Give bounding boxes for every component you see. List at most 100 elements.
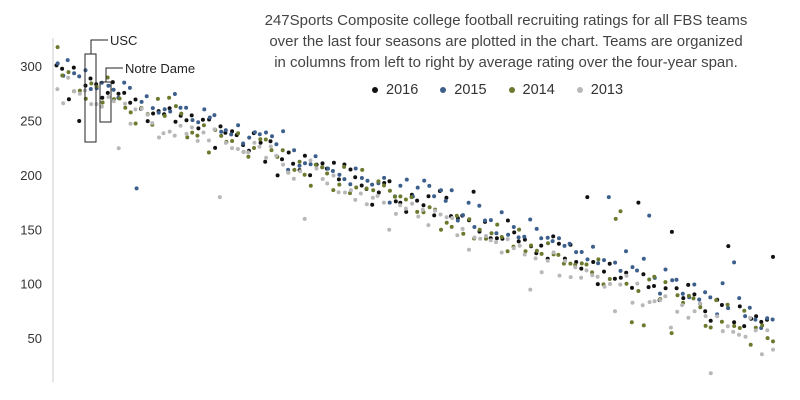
- data-point-2016: [607, 261, 612, 266]
- data-point-2013: [563, 258, 568, 263]
- data-point-2014: [280, 148, 285, 153]
- data-point-2015: [127, 85, 132, 90]
- data-point-2014: [258, 137, 263, 142]
- data-point-2013: [66, 75, 71, 80]
- data-point-2013: [212, 127, 217, 132]
- data-point-2014: [66, 70, 71, 75]
- data-point-2016: [591, 260, 596, 264]
- data-point-2015: [212, 113, 217, 118]
- data-point-2013: [675, 309, 680, 314]
- data-point-2013: [157, 135, 161, 140]
- data-point-2014: [308, 183, 313, 188]
- data-point-2014: [263, 137, 268, 142]
- data-point-2016: [331, 160, 336, 165]
- y-tick-label: 300: [20, 59, 42, 74]
- data-point-2014: [325, 171, 330, 176]
- data-point-2016: [444, 195, 449, 200]
- data-point-2016: [646, 285, 651, 290]
- data-point-2015: [680, 291, 685, 296]
- data-point-2015: [641, 256, 646, 261]
- data-point-2013: [765, 328, 770, 333]
- data-point-2013: [545, 258, 550, 263]
- data-point-2016: [291, 161, 296, 166]
- data-point-2015: [579, 250, 584, 254]
- data-point-2015: [88, 87, 93, 91]
- data-point-2014: [292, 167, 297, 172]
- legend-dot-2015: [440, 87, 447, 93]
- data-point-2015: [415, 185, 420, 190]
- data-point-2014: [523, 249, 528, 254]
- data-point-2015: [313, 154, 318, 159]
- data-point-2016: [105, 90, 110, 95]
- data-point-2015: [606, 195, 611, 200]
- data-point-2014: [236, 131, 241, 136]
- data-point-2015: [162, 107, 167, 112]
- legend-dot-2016: [372, 87, 378, 93]
- data-point-2016: [505, 218, 510, 223]
- data-point-2013: [467, 247, 471, 252]
- data-point-2016: [726, 244, 731, 249]
- data-point-2014: [173, 104, 178, 109]
- data-point-2013: [77, 91, 82, 96]
- data-point-2015: [292, 148, 297, 153]
- legend-dot-2013: [576, 87, 583, 93]
- data-point-2013: [398, 203, 403, 208]
- data-point-2015: [219, 129, 224, 134]
- data-point-2013: [444, 215, 449, 220]
- data-point-2015: [494, 231, 499, 236]
- data-point-2014: [320, 165, 325, 170]
- data-point-2014: [454, 213, 459, 218]
- data-point-2015: [337, 172, 342, 177]
- data-point-2013: [533, 256, 538, 261]
- data-point-2014: [331, 188, 336, 193]
- data-point-2016: [286, 150, 291, 155]
- data-point-2015: [499, 210, 504, 215]
- data-point-2016: [353, 175, 358, 180]
- data-point-2014: [364, 186, 369, 191]
- data-point-2013: [235, 147, 240, 151]
- data-point-2015: [602, 258, 606, 263]
- data-point-2013: [505, 237, 510, 242]
- data-point-2013: [698, 301, 702, 306]
- data-point-2016: [641, 272, 646, 277]
- data-point-2014: [725, 302, 730, 307]
- data-point-2013: [652, 299, 657, 304]
- data-point-2014: [269, 148, 274, 153]
- data-point-2015: [168, 109, 173, 114]
- data-point-2014: [313, 162, 318, 167]
- data-point-2014: [698, 305, 703, 310]
- data-point-2013: [375, 193, 380, 198]
- data-point-2014: [584, 262, 589, 267]
- data-point-2015: [387, 200, 392, 205]
- data-point-2016: [60, 66, 65, 71]
- data-point-2013: [230, 146, 234, 151]
- data-point-2013: [116, 146, 121, 151]
- data-point-2015: [585, 257, 590, 262]
- data-point-2015: [247, 135, 252, 140]
- data-point-2013: [753, 328, 758, 333]
- data-point-2013: [584, 268, 589, 273]
- data-point-2015: [252, 130, 257, 135]
- data-point-2014: [94, 84, 99, 89]
- data-point-2014: [206, 150, 211, 155]
- data-point-2014: [360, 167, 365, 172]
- data-point-2015: [522, 234, 527, 239]
- data-point-2015: [697, 297, 702, 302]
- data-point-2014: [60, 73, 65, 78]
- data-point-2014: [89, 81, 94, 86]
- data-point-2015: [122, 80, 127, 85]
- data-point-2016: [742, 324, 747, 329]
- data-point-2015: [557, 236, 561, 241]
- data-point-2013: [426, 223, 431, 228]
- data-point-2014: [155, 96, 160, 101]
- data-point-2013: [522, 252, 527, 257]
- data-point-2015: [303, 161, 307, 166]
- data-point-2016: [348, 167, 353, 172]
- data-point-2013: [715, 314, 720, 319]
- data-point-2014: [444, 220, 449, 225]
- data-point-2014: [636, 289, 641, 293]
- data-point-2016: [189, 113, 194, 118]
- data-point-2016: [759, 319, 764, 324]
- data-point-2015: [139, 99, 144, 104]
- data-point-2013: [161, 131, 166, 136]
